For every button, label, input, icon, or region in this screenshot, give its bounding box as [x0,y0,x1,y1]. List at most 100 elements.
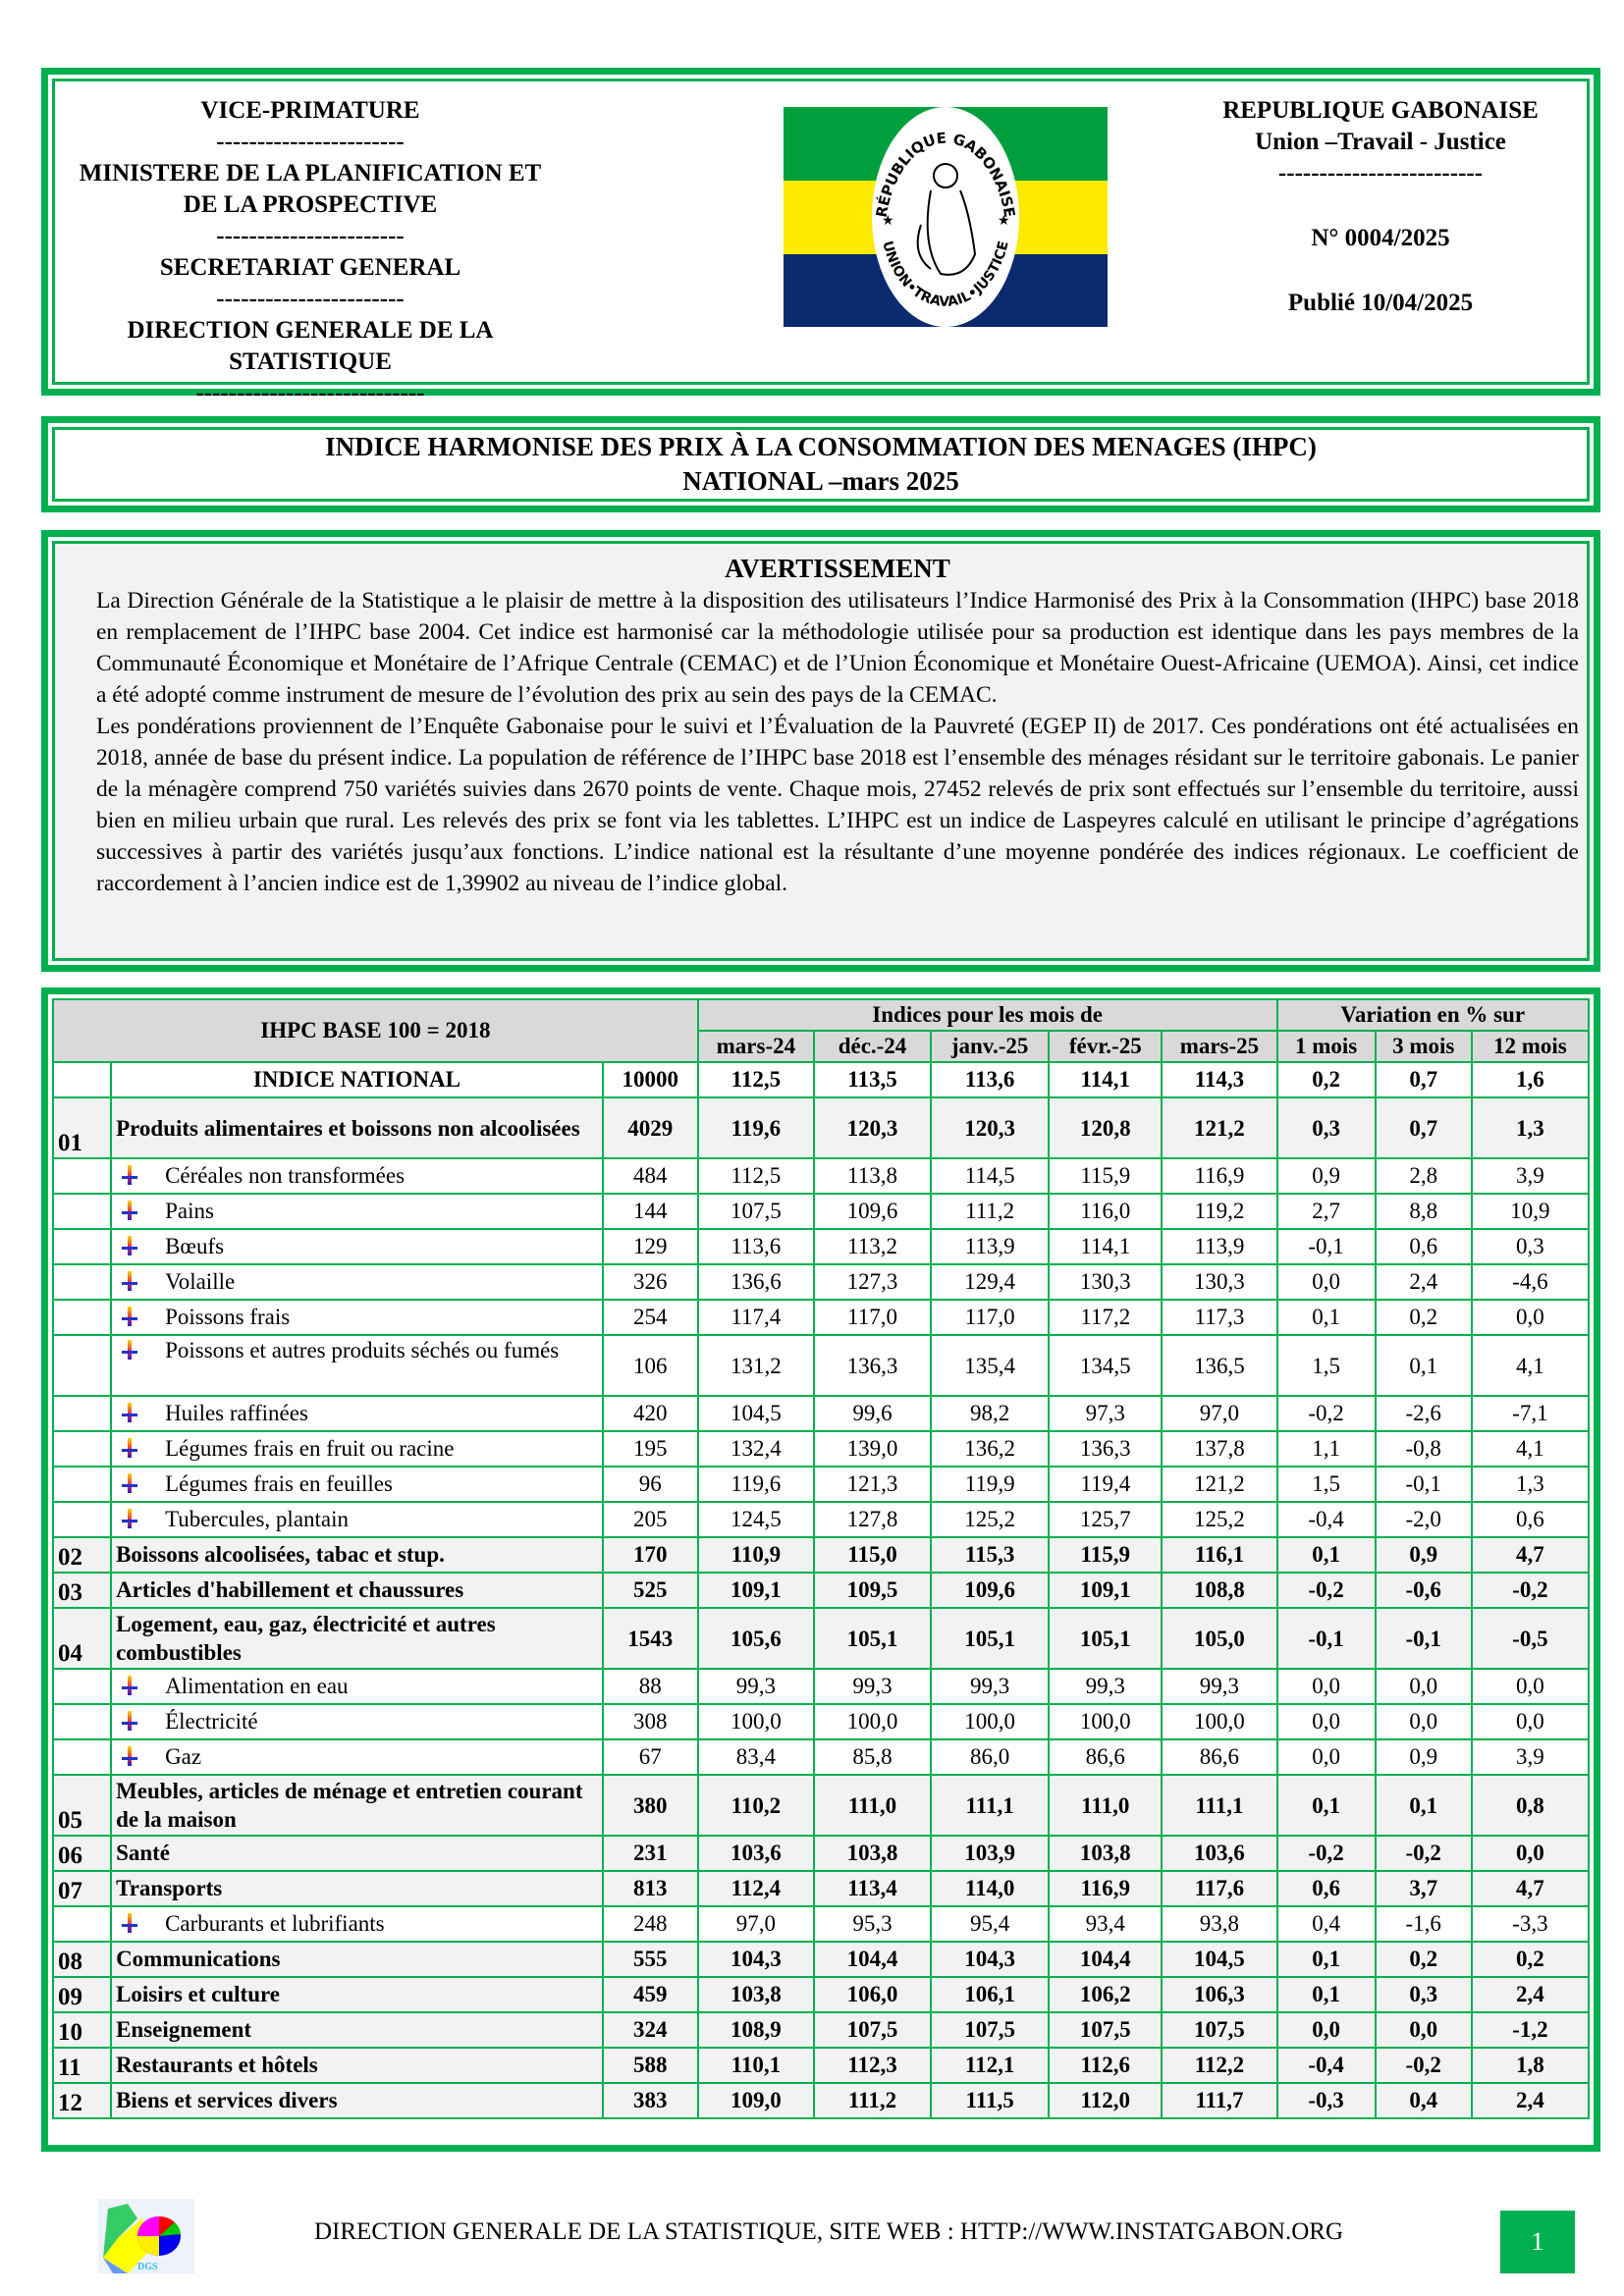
row-weight: 129 [601,1228,699,1265]
ihpc-table: IHPC BASE 100 = 2018 Indices pour les mo… [51,998,1591,2119]
index-value: 114,3 [1161,1061,1278,1098]
table-row-subitem: Volaille 326 136,6 127,3 129,4 130,3 130,3 0,0 2… [51,1263,1591,1301]
index-value: 129,4 [930,1263,1051,1301]
row-weight: 380 [601,1774,699,1837]
index-value: 117,6 [1161,1870,1278,1907]
index-value: 116,1 [1161,1536,1278,1574]
index-value: 109,1 [1048,1572,1164,1609]
table-row-group: 04 Logement, eau, gaz, électricité et aut… [51,1607,1591,1670]
index-value: 100,0 [1048,1703,1164,1740]
variation-value: 0,1 [1275,1941,1377,1978]
index-value: 110,2 [696,1774,815,1837]
index-value: 100,0 [812,1703,933,1740]
table-row-group: 10 Enseignement 324 108,9 107,5 107,5 107,5 107… [51,2011,1591,2049]
index-value: 115,0 [812,1536,933,1574]
index-value: 104,5 [1161,1941,1278,1978]
index-value: 110,9 [696,1536,815,1574]
index-value: 116,9 [1161,1157,1278,1195]
row-weight: 170 [601,1536,699,1574]
variation-value: 0,1 [1374,1774,1473,1837]
variation-value: 4,1 [1470,1430,1591,1468]
row-label-text: Santé [116,1841,171,1865]
index-value: 132,4 [696,1430,815,1468]
index-value: 114,1 [1048,1061,1164,1098]
index-value: 121,3 [812,1466,933,1503]
index-value: 116,9 [1048,1870,1164,1907]
index-value: 119,6 [696,1096,815,1159]
index-value: 111,2 [930,1193,1051,1230]
bullet-arrow-icon [120,1676,139,1695]
row-code [51,1501,113,1538]
index-value: 104,5 [696,1395,815,1432]
index-value: 125,2 [930,1501,1051,1538]
row-weight: 588 [601,2047,699,2084]
index-value: 127,8 [812,1501,933,1538]
table-row-subitem: Électricité 308 100,0 100,0 100,0 100,0 100,0 0… [51,1703,1591,1740]
variation-value: -0,6 [1374,1572,1473,1609]
index-value: 124,5 [696,1501,815,1538]
row-label: Biens et services divers [110,2082,604,2119]
variation-value: 0,0 [1275,1668,1377,1705]
index-value: 103,6 [696,1835,815,1872]
index-value: 120,3 [812,1096,933,1159]
variation-value: 2,4 [1470,1976,1591,2013]
index-value: 93,8 [1161,1905,1278,1943]
index-value: 127,3 [812,1263,933,1301]
variation-value: 0,4 [1374,2082,1473,2119]
row-weight: 96 [601,1466,699,1503]
variation-value: 0,0 [1374,2011,1473,2049]
variation-value: 8,8 [1374,1193,1473,1230]
table-row-group: 12 Biens et services divers 383 109,0 111,2 1… [51,2082,1591,2119]
national-motto: Union –Travail - Justice [1255,129,1506,155]
row-code: 10 [51,2011,113,2049]
index-value: 107,5 [930,2011,1051,2049]
variation-value: 0,6 [1275,1870,1377,1907]
index-value: 113,5 [812,1061,933,1098]
index-value: 115,9 [1048,1536,1164,1574]
row-weight: 420 [601,1395,699,1432]
index-value: 125,7 [1048,1501,1164,1538]
index-value: 121,2 [1161,1096,1278,1159]
row-weight: 1543 [601,1607,699,1670]
index-value: 125,2 [1161,1501,1278,1538]
row-weight: 67 [601,1738,699,1776]
variation-value: 0,6 [1374,1228,1473,1265]
row-code [51,1430,113,1468]
separator: ------------------------- [1277,160,1484,187]
notice-paragraph: Les pondérations proviennent de l’Enquêt… [96,714,1579,896]
index-value: 134,5 [1048,1334,1164,1397]
variation-value: -2,0 [1374,1501,1473,1538]
republic-block: REPUBLIQUE GABONAISE Union –Travail - Ju… [1194,95,1567,319]
row-label-text: Poissons et autres produits séchés ou fu… [165,1338,560,1362]
row-code [51,1061,113,1098]
ihpc-table-box: IHPC BASE 100 = 2018 Indices pour les mo… [41,988,1600,2152]
row-code [51,1738,113,1776]
variation-value: 2,8 [1374,1157,1473,1195]
row-weight: 326 [601,1263,699,1301]
index-value: 99,3 [696,1668,815,1705]
row-label: Légumes frais en fruit ou racine [110,1430,604,1468]
bullet-arrow-icon [120,1271,139,1291]
footer-website-text[interactable]: DIRECTION GENERALE DE LA STATISTIQUE, SI… [314,2218,1343,2245]
variation-value: -0,8 [1374,1430,1473,1468]
report-title: INDICE HARMONISE DES PRIX À LA CONSOMMAT… [325,432,1317,461]
row-label-text: Boissons alcoolisées, tabac et stup. [116,1542,445,1567]
row-label-text: Communications [116,1947,281,1971]
row-label: Gaz [110,1738,604,1776]
variation-value: 0,0 [1470,1703,1591,1740]
separator: ----------------------- [216,286,405,312]
variation-value: 1,1 [1275,1430,1377,1468]
indices-header: Indices pour les mois de [696,998,1278,1032]
variation-value: 0,0 [1374,1703,1473,1740]
row-weight: 205 [601,1501,699,1538]
row-code [51,1334,113,1397]
period-header: 1 mois [1275,1030,1377,1063]
logo-text: DGS [137,2262,158,2272]
row-code [51,1299,113,1336]
variation-value: 0,3 [1275,1096,1377,1159]
notice-paragraph: La Direction Générale de la Statistique … [96,588,1579,708]
variation-value: -0,3 [1275,2082,1377,2119]
index-value: 103,8 [696,1976,815,2013]
ministry-name: MINISTERE DE LA PLANIFICATION ET DE LA P… [79,160,542,218]
table-row-group: 07 Transports 813 112,4 113,4 114,0 116,9 117,6… [51,1870,1591,1907]
